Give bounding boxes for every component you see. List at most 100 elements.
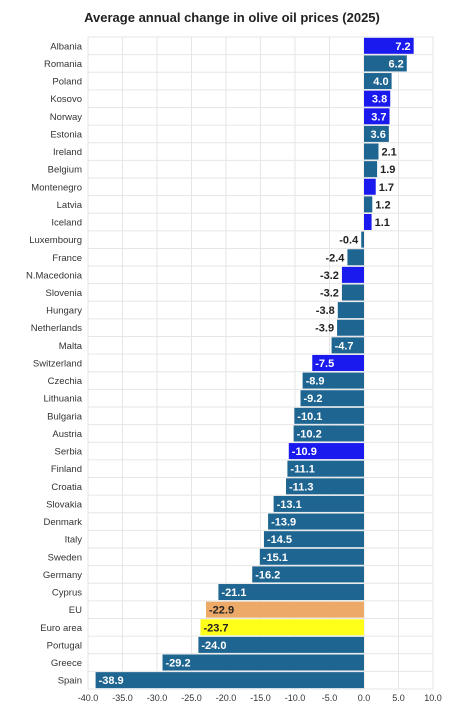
bar [337,302,364,319]
bar [162,654,364,671]
data-label: -11.1 [290,464,314,476]
category-label: Switzerland [33,358,82,369]
grid-layer [87,36,434,690]
x-tick-label: -15.0 [250,693,271,703]
bar [364,178,376,195]
data-label: -13.1 [277,499,302,511]
category-label: N.Macedonia [26,270,83,281]
category-label: Estonia [50,129,82,140]
data-label: 1.2 [375,199,390,211]
data-label: 1.9 [380,164,395,176]
bar [287,460,364,477]
category-label: Kosovo [50,94,82,105]
category-label: Slovenia [46,288,83,299]
category-label: Portugal [47,640,82,651]
chart-title: Average annual change in olive oil price… [84,10,380,25]
bar [364,73,392,90]
category-label: Croatia [51,482,82,493]
bar [302,372,364,389]
category-label: Spain [58,676,82,687]
bar [347,249,364,266]
category-label: Finland [51,464,82,475]
category-label: Norway [50,112,82,123]
category-label: Poland [52,77,82,88]
bar [361,231,364,248]
data-label: 4.0 [373,76,388,88]
bar [300,390,364,407]
data-label: 3.7 [371,111,386,123]
data-label: -0.4 [339,235,359,247]
bar [364,196,373,213]
data-label: -14.5 [267,534,292,546]
category-label: Denmark [43,517,82,528]
x-tick-label: -25.0 [181,693,202,703]
category-label: Latvia [57,200,83,211]
x-tick-label: -40.0 [78,693,99,703]
bar [364,214,372,231]
data-label: -38.9 [99,675,124,687]
bar [364,90,391,107]
data-label: -15.1 [263,552,288,564]
category-label: Netherlands [31,323,82,334]
category-label: Hungary [46,306,82,317]
data-label: -21.1 [221,587,246,599]
category-label: France [52,253,82,264]
data-label: 7.2 [395,41,410,53]
bar [364,143,379,160]
category-label: Bulgaria [47,411,83,422]
category-label: Czechia [48,376,83,387]
bar-layer [95,37,414,689]
data-label: -16.2 [255,569,280,581]
data-label: 1.7 [379,182,394,194]
bar [273,495,364,512]
x-tick-label: -20.0 [216,693,237,703]
data-label: 1.1 [375,217,390,229]
category-label: Belgium [48,165,82,176]
bar [341,266,364,283]
x-tick-label: 10.0 [424,693,442,703]
category-label: Greece [51,658,82,669]
bar [252,566,364,583]
category-label: Italy [65,535,83,546]
axis-layer: Albania 7.2 Romania 6.2 Poland 4.0 Kosovo 3.8 No… [26,41,442,703]
x-tick-label: -30.0 [147,693,168,703]
bar [198,636,364,653]
bar [364,37,414,54]
category-label: Malta [59,341,83,352]
data-label: -2.4 [325,252,345,264]
category-label: Cyprus [52,588,82,599]
category-label: Montenegro [31,182,82,193]
data-label: 3.6 [371,129,386,141]
category-label: Ireland [53,147,82,158]
bar [205,601,364,618]
category-label: EU [69,605,82,616]
bar [364,55,407,72]
bar [294,407,364,424]
data-label: 3.8 [372,94,387,106]
bar [312,354,364,371]
x-tick-label: 0.0 [358,693,371,703]
data-label: -13.9 [271,517,296,529]
bar [200,619,364,636]
category-label: Euro area [40,623,82,634]
bar [286,478,364,495]
category-label: Luxembourg [29,235,82,246]
data-label: -11.3 [289,481,313,493]
bar [293,425,364,442]
category-label: Austria [52,429,82,440]
bar [288,443,364,460]
category-label: Slovakia [46,499,83,510]
data-label: -22.9 [209,605,234,617]
bar [95,672,364,689]
data-label: -10.1 [297,411,322,423]
bar [364,108,390,125]
category-label: Serbia [55,447,83,458]
data-label: -9.2 [304,393,323,405]
data-label: -10.9 [292,446,317,458]
data-label: -3.2 [320,270,339,282]
data-label: -24.0 [201,640,226,652]
data-label: -10.2 [297,428,322,440]
data-label: -23.7 [203,622,228,634]
category-label: Albania [50,41,82,52]
